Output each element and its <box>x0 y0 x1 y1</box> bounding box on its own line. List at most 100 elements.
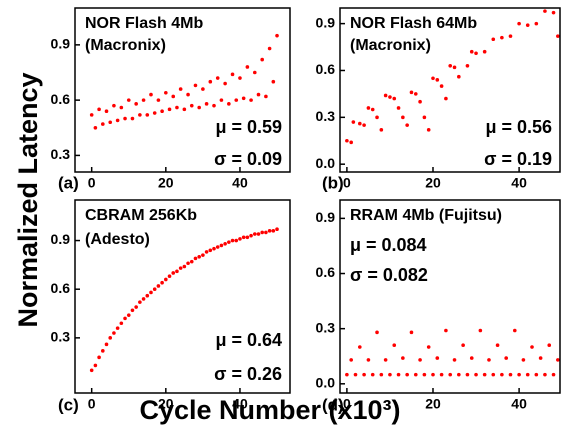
data-point <box>508 34 513 38</box>
data-point <box>491 37 496 42</box>
data-point <box>104 109 109 113</box>
data-point <box>405 123 409 127</box>
data-point <box>93 125 98 130</box>
data-point <box>487 358 491 362</box>
data-point <box>418 358 422 362</box>
data-point <box>126 98 131 102</box>
annotation: σ = 0.082 <box>350 265 428 285</box>
data-point <box>101 349 105 353</box>
data-point <box>249 98 253 102</box>
data-point <box>543 372 547 377</box>
y-tick-label: 0.0 <box>316 375 336 391</box>
data-point <box>238 237 242 241</box>
data-point <box>141 297 146 301</box>
x-axis-label: Cycle Number (x10³) <box>139 395 400 425</box>
data-point <box>353 372 358 377</box>
annotation: RRAM 4Mb (Fujitsu) <box>350 207 502 224</box>
data-point <box>252 70 257 75</box>
data-point <box>219 98 224 102</box>
data-point <box>264 94 268 99</box>
y-tick-label: 0.9 <box>51 36 71 52</box>
data-point <box>275 227 279 231</box>
data-point <box>189 103 194 108</box>
data-point <box>383 93 388 98</box>
data-point <box>201 253 205 257</box>
x-tick-label: 40 <box>511 396 527 412</box>
data-point <box>439 84 444 88</box>
data-point <box>193 83 198 88</box>
data-point <box>413 92 418 96</box>
panel-label: (a) <box>58 173 79 192</box>
data-point <box>469 49 474 54</box>
data-point <box>439 372 444 377</box>
data-point <box>556 34 560 38</box>
data-point <box>495 343 500 348</box>
data-point <box>474 51 478 56</box>
x-tick-label: 20 <box>425 175 441 191</box>
data-point <box>267 229 272 233</box>
data-point <box>452 65 457 70</box>
y-tick-label: 0.6 <box>51 91 71 107</box>
data-point <box>351 120 356 124</box>
data-point <box>256 232 261 236</box>
data-point <box>171 94 176 99</box>
data-point <box>123 316 127 321</box>
data-point <box>97 107 101 112</box>
data-point <box>551 10 556 15</box>
plot-frame <box>339 7 561 173</box>
data-point <box>178 266 183 270</box>
data-point <box>444 328 448 333</box>
data-point <box>345 372 349 377</box>
data-point <box>138 113 142 117</box>
data-point <box>201 87 205 91</box>
data-point <box>208 248 213 253</box>
data-point <box>89 368 94 373</box>
data-point <box>530 345 534 349</box>
data-point <box>358 121 362 126</box>
data-point <box>241 235 246 240</box>
x-tick-label: 0 <box>343 175 351 191</box>
data-point <box>152 287 157 292</box>
data-point <box>252 232 257 236</box>
y-tick-label: 0.6 <box>51 280 71 296</box>
annotation: (Macronix) <box>350 37 431 54</box>
panel-label: (b) <box>322 173 344 192</box>
annotation: μ = 0.59 <box>215 117 282 137</box>
data-point <box>156 98 161 102</box>
data-point <box>362 372 366 377</box>
data-point <box>104 342 109 347</box>
data-point <box>130 116 135 121</box>
data-point <box>435 78 440 82</box>
data-point <box>500 372 504 377</box>
data-point <box>138 300 142 304</box>
y-tick-label: 0.3 <box>51 329 71 345</box>
data-point <box>396 106 401 110</box>
data-point <box>112 331 116 335</box>
data-point <box>551 372 556 377</box>
annotation: σ = 0.19 <box>484 149 552 169</box>
data-point <box>215 76 220 80</box>
data-point <box>482 372 487 377</box>
data-point <box>208 79 213 84</box>
data-point <box>256 92 261 97</box>
data-point <box>370 372 375 377</box>
x-tick-label: 0 <box>88 175 96 191</box>
data-point <box>401 356 405 360</box>
data-point <box>375 330 379 335</box>
data-point <box>517 21 521 26</box>
data-point <box>141 98 146 102</box>
data-point <box>193 256 198 261</box>
data-point <box>126 313 131 317</box>
data-point <box>474 372 478 377</box>
data-point <box>145 113 150 117</box>
data-point <box>267 46 272 51</box>
data-point <box>123 116 127 121</box>
x-tick-label: 20 <box>425 396 441 412</box>
annotation: CBRAM 256Kb <box>85 207 197 224</box>
data-point <box>358 345 362 349</box>
data-point <box>108 120 113 125</box>
data-point <box>245 235 250 240</box>
data-point <box>212 103 216 108</box>
data-point <box>426 345 431 349</box>
